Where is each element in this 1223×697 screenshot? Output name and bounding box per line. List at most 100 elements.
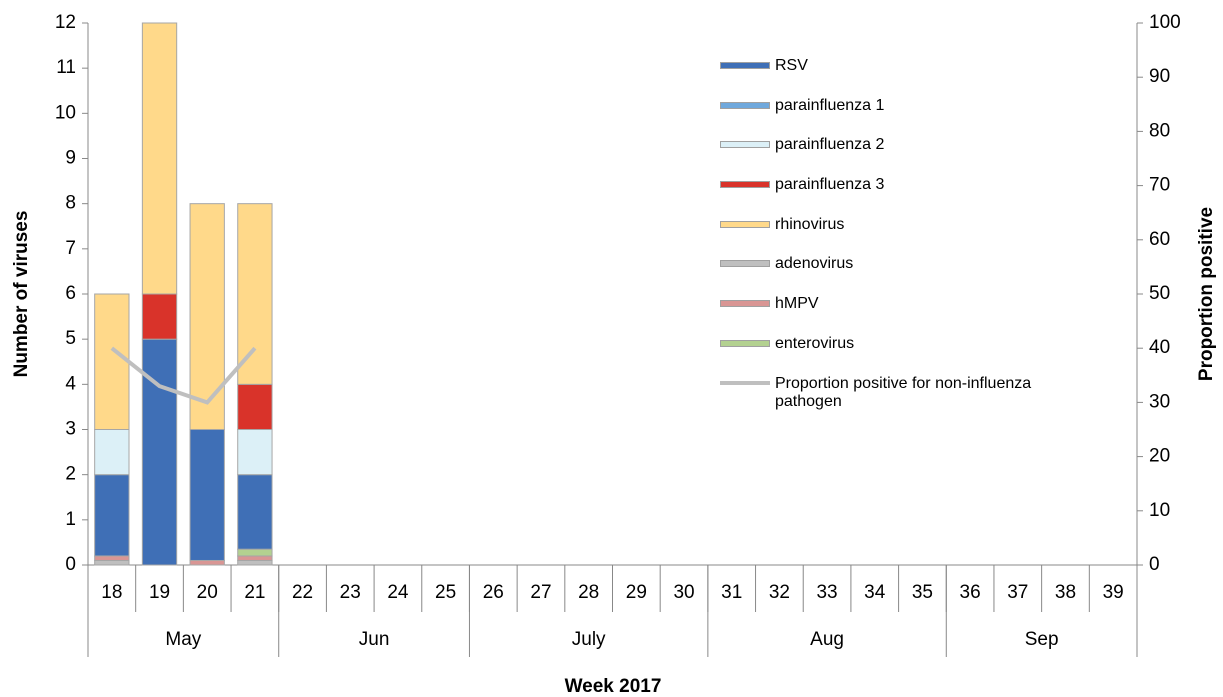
legend: RSV parainfluenza 1 parainfluenza 2 parainf… [720,52,1080,410]
legend-label: rhinovirus [775,215,845,233]
y2-tick-label: 40 [1149,337,1170,358]
x-tick-label: 38 [1055,582,1076,603]
y-tick-label: 5 [65,328,76,349]
x-tick-label: 32 [769,582,790,603]
bar-segment [94,555,130,561]
y-tick-label: 2 [65,464,76,485]
bar-segment [237,474,273,550]
y-tick-label: 10 [55,102,76,123]
x-tick-label: 36 [960,582,981,603]
x-tick-label: 34 [864,582,886,603]
x-tick-label: 33 [816,582,837,603]
x-tick-label: 31 [721,582,742,603]
month-label: May [165,629,201,650]
x-tick-label: 27 [530,582,551,603]
month-label: Sep [1025,629,1059,650]
legend-label: adenovirus [775,255,854,273]
y-tick-label: 7 [65,238,76,259]
legend-label: parainfluenza 3 [775,176,885,194]
x-axis-title: Week 2017 [565,676,662,697]
x-tick-label: 21 [244,582,265,603]
legend-swatch [720,220,770,228]
legend-swatch [720,181,770,189]
legend-swatch [720,339,770,347]
y2-tick-label: 50 [1149,283,1170,304]
bar-segment [237,203,273,385]
bar-segment [189,429,225,561]
y2-tick-label: 90 [1149,66,1170,87]
y2-tick-label: 30 [1149,391,1170,412]
y2-tick-label: 70 [1149,175,1170,196]
legend-swatch [720,260,770,268]
bar-segment [237,555,273,561]
bar-segment [237,383,273,431]
legend-item: adenovirus [720,250,1080,290]
x-tick-label: 23 [340,582,361,603]
legend-item: enterovirus [720,330,1080,370]
legend-item: parainfluenza 2 [720,131,1080,171]
y2-tick-label: 60 [1149,229,1170,250]
legend-swatch [720,141,770,149]
legend-item: rhinovirus [720,211,1080,251]
y2-tick-label: 20 [1149,446,1170,467]
y-tick-label: 3 [65,419,76,440]
x-tick-label: 24 [387,582,409,603]
bar-segment [141,22,178,295]
y-tick-label: 4 [65,373,76,394]
x-tick-label: 18 [101,582,122,603]
legend-item: parainfluenza 3 [720,171,1080,211]
x-tick-label: 20 [197,582,218,603]
y2-tick-label: 80 [1149,120,1170,141]
y2-tick-label: 0 [1149,554,1160,575]
bar-segment [237,429,273,476]
bar-segment [237,559,273,566]
month-label: July [572,629,606,650]
y-tick-label: 8 [65,193,76,214]
legend-label: enterovirus [775,334,855,352]
y-tick-label: 9 [65,148,76,169]
x-tick-label: 22 [292,582,313,603]
legend-label: RSV [775,57,808,74]
line-series [110,346,257,405]
x-tick-label: 25 [435,582,456,603]
x-tick-label: 39 [1103,582,1124,603]
x-tick-label: 28 [578,582,599,603]
legend-swatch [720,101,770,109]
legend-item: parainfluenza 1 [720,92,1080,132]
x-tick-label: 30 [673,582,694,603]
bar-segment [141,293,178,340]
legend-item: hMPV [720,290,1080,330]
y-tick-label: 11 [56,57,76,78]
y-tick-label: 1 [65,509,76,530]
legend-label: Proportion positive for non-influenza pa… [775,374,1032,410]
legend-swatch [720,300,770,308]
legend-swatch [720,62,770,69]
legend-label: parainfluenza 2 [775,136,885,154]
y2-tick-label: 10 [1149,500,1170,521]
x-tick-label: 35 [912,582,933,603]
bar-segment [94,429,130,476]
bar-segment [189,203,225,430]
bar-segment [237,548,273,557]
bar-segment [94,293,130,430]
legend-item: RSV [720,52,1080,92]
x-tick-label: 37 [1007,582,1028,603]
x-tick-label: 26 [483,582,504,603]
x-tick-label: 19 [149,582,170,603]
bar-segment [141,338,178,566]
y-tick-label: 6 [65,283,76,304]
bar-segment [94,559,130,566]
month-label: Aug [810,629,844,650]
y2-axis-title: Proportion positive [1196,207,1217,381]
y-axis-title: Number of viruses [11,211,32,378]
bar-segment [94,474,130,557]
bar-segment [189,559,225,566]
y-tick-label: 12 [55,12,76,33]
y-tick-label: 0 [65,554,76,575]
legend-swatch [720,380,770,385]
legend-label: parainfluenza 1 [775,96,885,114]
legend-label: hMPV [775,295,819,313]
month-label: Jun [359,629,390,650]
